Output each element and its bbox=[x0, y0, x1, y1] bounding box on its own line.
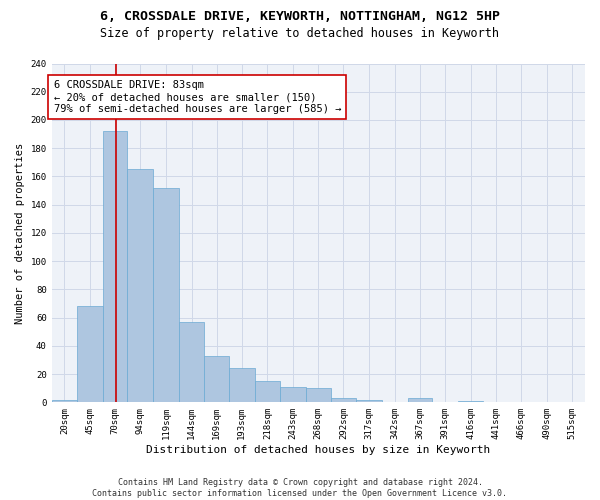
Bar bbox=[306, 388, 331, 402]
Bar bbox=[407, 398, 432, 402]
Bar bbox=[458, 401, 484, 402]
Bar bbox=[331, 398, 356, 402]
Bar bbox=[52, 400, 77, 402]
Bar bbox=[356, 400, 382, 402]
Bar bbox=[153, 188, 179, 402]
Text: 6 CROSSDALE DRIVE: 83sqm
← 20% of detached houses are smaller (150)
79% of semi-: 6 CROSSDALE DRIVE: 83sqm ← 20% of detach… bbox=[53, 80, 341, 114]
Bar bbox=[127, 170, 153, 402]
Bar bbox=[179, 322, 205, 402]
Bar bbox=[103, 132, 127, 402]
Text: 6, CROSSDALE DRIVE, KEYWORTH, NOTTINGHAM, NG12 5HP: 6, CROSSDALE DRIVE, KEYWORTH, NOTTINGHAM… bbox=[100, 10, 500, 23]
Bar bbox=[280, 387, 306, 402]
Text: Size of property relative to detached houses in Keyworth: Size of property relative to detached ho… bbox=[101, 28, 499, 40]
Bar bbox=[77, 306, 103, 402]
Bar bbox=[254, 381, 280, 402]
Bar bbox=[205, 356, 229, 403]
X-axis label: Distribution of detached houses by size in Keyworth: Distribution of detached houses by size … bbox=[146, 445, 490, 455]
Bar bbox=[229, 368, 254, 402]
Text: Contains HM Land Registry data © Crown copyright and database right 2024.
Contai: Contains HM Land Registry data © Crown c… bbox=[92, 478, 508, 498]
Y-axis label: Number of detached properties: Number of detached properties bbox=[15, 142, 25, 324]
